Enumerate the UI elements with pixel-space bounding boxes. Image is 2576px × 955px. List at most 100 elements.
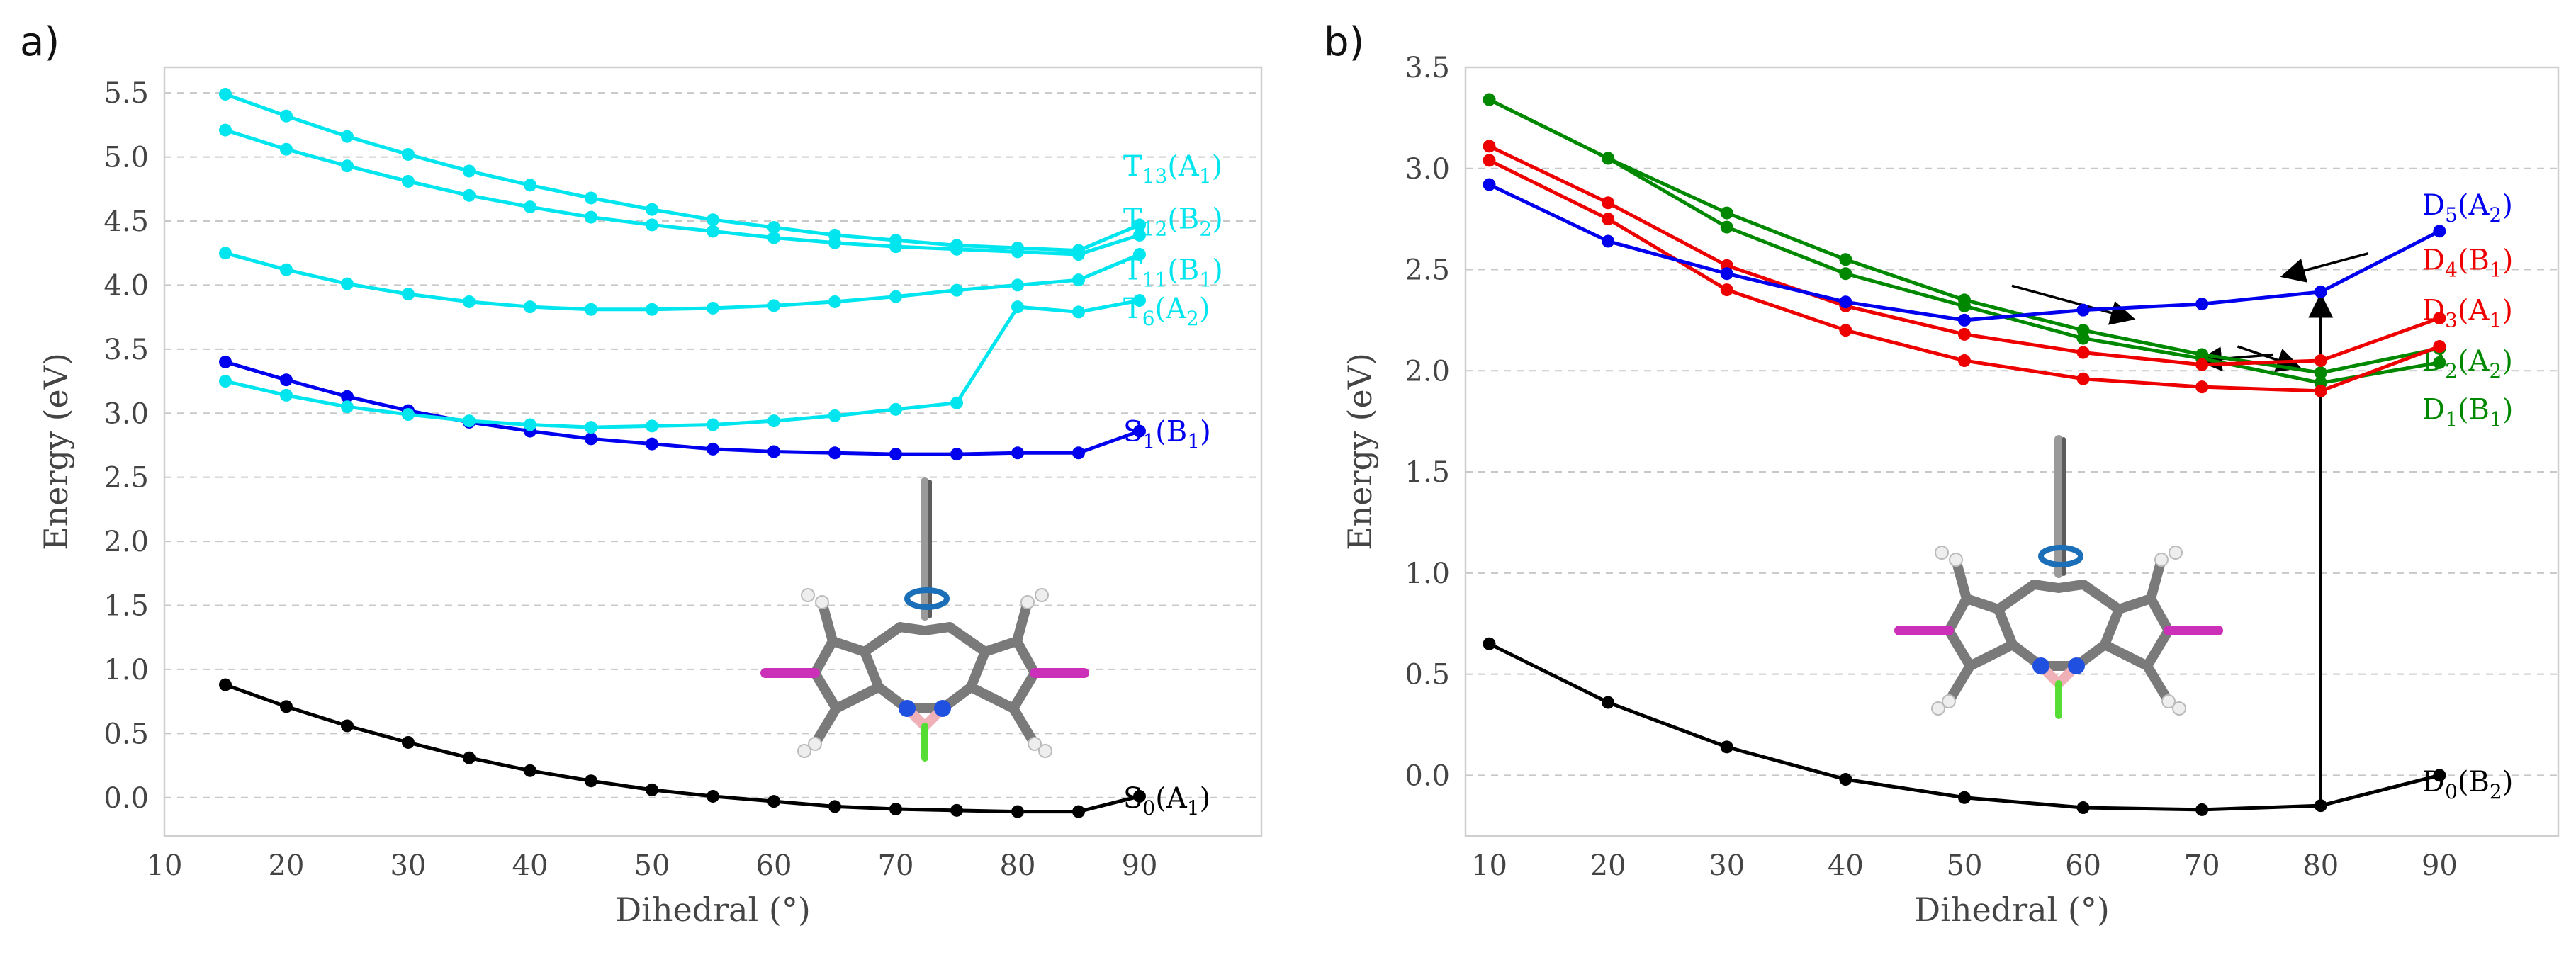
data-point [646,437,658,451]
y-tick-label: 2.0 [1405,355,1450,388]
data-point [707,789,719,803]
data-point [2195,298,2209,311]
y-tick-label: 1.0 [1405,558,1450,590]
data-point [402,174,415,188]
series-label: D5(A2) [2422,189,2513,227]
data-point [889,234,902,247]
molecule-inset [760,478,1089,762]
data-point [950,283,963,297]
data-point [585,774,597,788]
data-point [585,303,597,316]
data-point [1011,278,1024,292]
hydrogen-atom [1035,588,1049,602]
x-tick-label: 80 [1000,849,1036,882]
data-point [1011,300,1024,314]
nitrogen-atom [934,700,951,717]
molecule-bond [810,668,841,713]
data-point [767,231,780,244]
data-point [1957,327,1971,341]
data-point [1839,295,1852,309]
x-axis-title: Dihedral (°) [615,891,811,929]
data-point [2433,225,2446,238]
series-label: D1(B1) [2422,394,2513,431]
panel-label: a) [20,19,60,65]
data-point [2314,354,2327,368]
y-tick-label: 1.5 [103,590,149,623]
data-point [524,764,536,777]
hydrogen-atom [1949,553,1963,567]
y-tick-label: 1.5 [1405,456,1450,489]
nitrogen-atom [899,700,916,717]
molecule-bond [1993,604,2018,650]
data-point [524,300,536,314]
molecule-bond [1944,594,1972,635]
x-tick-label: 60 [756,849,792,882]
hydrogen-atom [2154,553,2169,567]
series-label: S1(B1) [1123,416,1211,453]
y-tick-label: 0.5 [1405,659,1450,691]
y-tick-label: 0.5 [103,718,149,750]
x-tick-label: 50 [634,849,670,882]
data-point [280,142,293,156]
data-point [1133,228,1146,242]
data-point [219,123,232,137]
data-point [1839,267,1852,281]
data-point [2076,303,2090,317]
data-point [280,109,293,123]
data-point [1839,773,1852,786]
series-label: D3(A1) [2422,295,2513,332]
molecule-bond [2100,604,2124,650]
data-point [1957,293,1971,307]
y-tick-label: 3.0 [1405,153,1450,186]
series-line [225,92,1140,253]
data-point [402,408,415,422]
hydrogen-atom [808,737,822,751]
data-point [1602,196,1615,210]
y-axis-title: Energy (eV) [37,353,75,550]
data-point [341,719,354,733]
data-point [767,414,780,428]
data-point [1011,805,1024,818]
series-label: D0(B2) [2422,766,2513,803]
data-point [767,795,780,808]
data-point [1602,152,1615,165]
data-point [828,228,841,242]
data-point [585,210,597,224]
data-point [280,263,293,276]
series-line [225,251,1140,312]
hydrogen-atom [2169,546,2183,560]
series-label: T6(A2) [1123,293,1210,330]
data-point [707,418,719,431]
data-point [1720,740,1733,754]
data-point [463,751,476,764]
data-point [341,400,354,414]
x-tick-label: 20 [269,849,305,882]
data-point [2433,340,2446,354]
y-tick-label: 1.0 [103,654,149,686]
data-point [1720,206,1733,220]
y-tick-label: 5.5 [103,77,149,110]
data-point [1602,234,1615,248]
data-point [402,735,415,749]
data-point [828,446,841,460]
data-point [707,213,719,227]
x-tick-label: 40 [1828,849,1864,882]
molecule-bond [2146,594,2173,635]
hydrogen-atom [1935,546,1949,560]
data-point [219,87,232,101]
x-tick-label: 30 [1709,849,1745,882]
nitrogen-atom [2068,657,2085,674]
data-point [219,678,232,691]
data-point [950,396,963,409]
x-tick-label: 50 [1947,849,1983,882]
data-point [1602,696,1615,709]
plot-frame [163,66,1263,837]
data-point [463,188,476,202]
hydrogen-atom [801,588,815,602]
data-point [585,191,597,205]
hydrogen-atom [1038,744,1052,758]
data-point [828,295,841,308]
data-point [1483,178,1496,191]
series-label: S0(A1) [1123,782,1210,820]
x-tick-label: 30 [390,849,427,882]
